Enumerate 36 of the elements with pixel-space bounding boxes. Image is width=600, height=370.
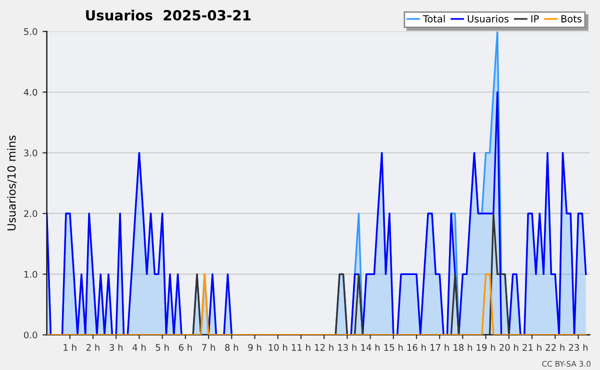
x-tick-label: 8 h xyxy=(225,344,238,351)
x-tick-label: 13 h xyxy=(338,344,356,351)
x-tick-label: 20 h xyxy=(500,344,518,351)
legend-label: Usuarios xyxy=(468,14,509,22)
x-tick-label: 3 h xyxy=(110,344,123,351)
y-tick-label: 4.0 xyxy=(24,88,38,96)
legend-label: Bots xyxy=(561,15,582,22)
y-tick-label: 2.0 xyxy=(24,210,38,218)
x-tick-label: 23 h xyxy=(568,344,588,351)
x-tick-label: 15 h xyxy=(384,344,403,351)
y-tick-label: 5.0 xyxy=(24,28,38,36)
x-tick-label: 21 h xyxy=(522,344,542,351)
x-tick-label: 14 h xyxy=(361,344,380,351)
x-tick-label: 6 h xyxy=(178,344,192,351)
y-tick-label: 3.0 xyxy=(24,150,38,156)
chart-title: Usuarios 2025-03-21 xyxy=(86,10,251,21)
x-tick-label: 19 h xyxy=(476,344,496,351)
x-tick-label: 7 h xyxy=(202,344,215,351)
x-tick-label: 1 h xyxy=(64,344,76,351)
x-tick-label: 2 h xyxy=(86,344,100,351)
x-tick-label: 4 h xyxy=(132,344,146,351)
x-tick-label: 18 h xyxy=(454,344,472,351)
x-tick-label: 11 h xyxy=(292,344,310,351)
y-tick-label: 1.0 xyxy=(24,270,38,278)
y-axis-title: Usuarios/10 mins xyxy=(7,136,17,230)
x-tick-label: 5 h xyxy=(156,344,169,351)
legend-label: IP xyxy=(531,15,539,22)
x-tick-label: 22 h xyxy=(546,344,564,351)
x-tick-label: 17 h xyxy=(430,344,449,351)
line-series xyxy=(46,91,587,335)
x-tick-label: 16 h xyxy=(407,344,426,351)
x-tick-label: 9 h xyxy=(248,344,262,351)
x-tick-label: 12 h xyxy=(315,344,334,351)
legend-label: Total xyxy=(422,14,445,22)
x-tick-label: 10 h xyxy=(268,344,288,351)
y-tick-label: 0.0 xyxy=(24,332,38,338)
